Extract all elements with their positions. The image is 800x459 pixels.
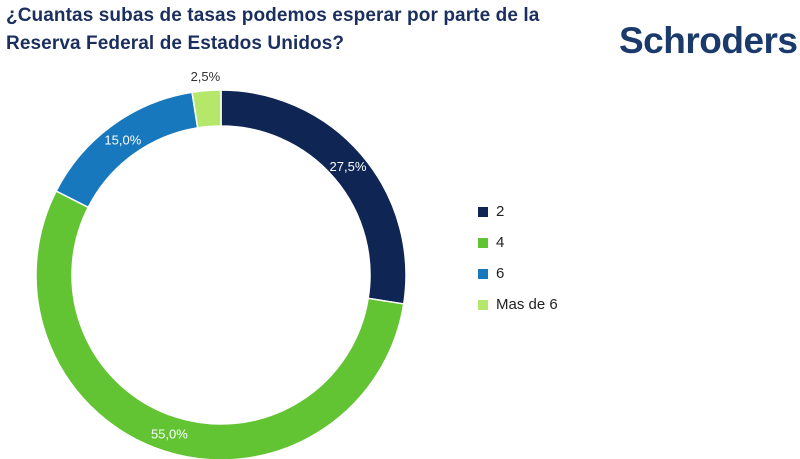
schroders-logo: Schroders: [619, 20, 798, 61]
data-label: 55,0%: [151, 426, 188, 441]
legend-item-6: 6: [478, 258, 558, 289]
legend-label: 6: [496, 265, 505, 282]
chart-legend: 2 4 6 Mas de 6: [478, 196, 558, 320]
data-label: 27,5%: [330, 159, 367, 174]
data-label: 2,5%: [191, 69, 221, 84]
donut-slice-mas-de-6: [191, 89, 222, 129]
donut-slice-2: [220, 89, 407, 305]
data-label: 15,0%: [104, 132, 141, 147]
chart-title: ¿Cuantas subas de tasas podemos esperar …: [6, 5, 540, 54]
donut-slice-4: [35, 190, 405, 459]
legend-swatch: [478, 206, 488, 217]
donut-slice-6: [55, 91, 199, 209]
legend-swatch: [478, 237, 488, 248]
legend-swatch: [478, 268, 488, 279]
legend-swatch: [478, 299, 488, 310]
legend-label: 4: [496, 234, 505, 251]
legend-label: Mas de 6: [496, 296, 558, 313]
legend-item-mas-de-6: Mas de 6: [478, 289, 558, 320]
legend-item-2: 2: [478, 196, 558, 227]
legend-label: 2: [496, 203, 505, 220]
legend-item-4: 4: [478, 227, 558, 258]
